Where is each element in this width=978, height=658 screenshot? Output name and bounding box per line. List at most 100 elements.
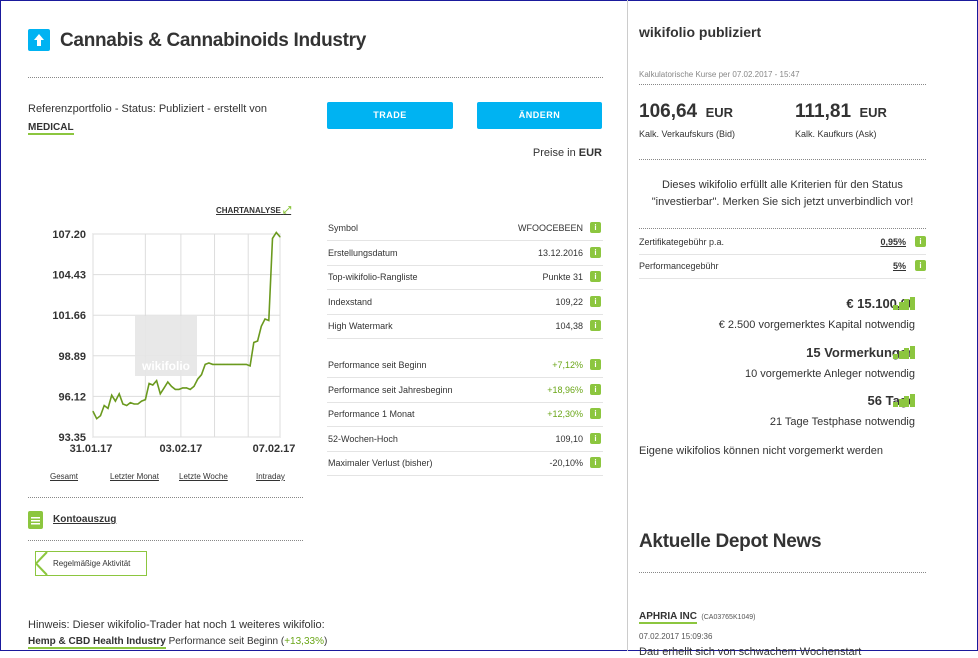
info-icon[interactable]: i <box>915 260 926 271</box>
watermark-logo <box>135 316 197 376</box>
info-icon[interactable]: i <box>590 271 601 282</box>
table-row: Top-wikifolio-Rangliste Punkte 31 i <box>327 265 603 290</box>
trade-button[interactable]: TRADE <box>327 102 453 129</box>
investable-text: Dieses wikifolio erfüllt alle Kriterien … <box>651 179 914 208</box>
row-label: Erstellungsdatum <box>328 247 398 258</box>
fee-row: Zertifikategebühr p.a. 0,95% i <box>639 230 926 255</box>
status-title: wikifolio publiziert <box>639 24 762 40</box>
data-point <box>111 394 113 396</box>
y-tick-label: 93.35 <box>58 432 86 444</box>
data-point <box>92 410 94 412</box>
data-point <box>212 363 214 366</box>
wikifolio-up-icon <box>28 29 50 51</box>
ask-value: 111,81 <box>795 101 852 122</box>
info-icon[interactable]: i <box>590 320 601 331</box>
chartanalyse-link[interactable]: CHARTANALYSE ⤢ <box>216 205 291 216</box>
data-point <box>204 363 206 366</box>
news-company[interactable]: APHRIA INC <box>639 611 697 624</box>
row-value: Punkte 31 <box>542 272 583 282</box>
range-week[interactable]: Letzte Woche <box>179 472 228 481</box>
info-icon[interactable]: i <box>590 408 601 419</box>
data-point <box>238 363 240 366</box>
data-point <box>174 388 176 390</box>
data-point <box>271 237 274 239</box>
page-title: Cannabis & Cannabinoids Industry <box>60 30 367 51</box>
table-row: High Watermark 104,38 i <box>327 314 603 339</box>
data-point <box>197 378 199 380</box>
fee-label: Performancegebühr <box>639 261 719 271</box>
range-intraday[interactable]: Intraday <box>256 472 285 481</box>
data-point <box>141 400 143 402</box>
statement-link[interactable]: Kontoauszug <box>53 514 117 525</box>
row-label: High Watermark <box>328 321 393 331</box>
x-tick-label: 31.01.17 <box>70 443 113 455</box>
data-point <box>249 365 251 367</box>
row-label: Maximaler Verlust (bisher) <box>328 458 433 468</box>
info-icon[interactable]: i <box>590 383 601 395</box>
fee-value[interactable]: 5% <box>892 261 906 271</box>
range-gesamt[interactable]: Gesamt <box>50 472 79 481</box>
ask-currency: EUR <box>859 105 887 120</box>
author-link[interactable]: MEDICAL <box>28 122 74 135</box>
other-wikifolio: Hemp & CBD Health Industry Performance s… <box>28 636 327 649</box>
status-text: Referenzportfolio - Status: Publiziert -… <box>28 103 268 115</box>
other-wikifolio-link[interactable]: Hemp & CBD Health Industry <box>28 636 166 649</box>
row-value: +12,30% <box>547 409 583 419</box>
data-point <box>107 407 109 410</box>
quote-time: Kalkulatorische Kurse per 07.02.2017 - 1… <box>639 70 800 79</box>
info-icon[interactable]: i <box>590 457 601 468</box>
data-point <box>279 236 281 238</box>
row-value: -20,10% <box>549 458 583 468</box>
data-point <box>227 363 229 366</box>
row-value: 109,22 <box>555 296 583 307</box>
data-point <box>170 385 173 388</box>
news-time: 07.02.2017 15:09:36 <box>639 632 713 641</box>
expand-icon: ⤢ <box>283 205 292 216</box>
data-point <box>234 363 236 366</box>
data-point <box>215 363 218 366</box>
change-button[interactable]: ÄNDERN <box>477 102 602 129</box>
data-point <box>264 318 266 320</box>
activity-label: Regelmäßige Aktivität <box>53 559 131 568</box>
info-icon[interactable]: i <box>915 236 926 247</box>
condition-note: 21 Tage Testphase notwendig <box>769 416 915 428</box>
table-row: Performance seit Jahresbeginn +18,96% i <box>327 378 603 403</box>
data-point <box>230 363 232 366</box>
data-point <box>189 388 191 390</box>
divider <box>28 497 303 498</box>
data-point <box>103 404 105 407</box>
divider <box>639 572 926 573</box>
ask-label: Kalk. Kaufkurs (Ask) <box>795 129 877 139</box>
info-icon[interactable]: i <box>590 295 601 307</box>
info-icon[interactable]: i <box>590 246 601 258</box>
y-tick-label: 96.12 <box>58 391 86 403</box>
table-row: Erstellungsdatum 13.12.2016 i <box>327 241 603 266</box>
row-value: +18,96% <box>547 384 583 395</box>
document-icon <box>28 511 43 529</box>
activity-badge[interactable]: Regelmäßige Aktivität <box>35 551 147 576</box>
y-tick-label: 98.89 <box>58 351 86 363</box>
fee-value[interactable]: 0,95% <box>880 237 906 247</box>
table-row: Performance seit Beginn +7,12% i <box>327 353 603 378</box>
divider <box>28 77 603 78</box>
info-icon[interactable]: i <box>590 222 601 233</box>
range-month[interactable]: Letzter Monat <box>110 472 159 481</box>
table-row: Performance 1 Monat +12,30% i <box>327 402 603 427</box>
data-point <box>182 387 184 389</box>
news-title: Aktuelle Depot News <box>639 531 822 552</box>
info-icon[interactable]: i <box>590 359 601 370</box>
row-label: Indexstand <box>328 296 373 307</box>
news-isin: (CA03765K1049) <box>701 614 756 621</box>
data-point <box>99 415 102 417</box>
news-snippet: Dau erhellt sich von schwachem Wochensta… <box>639 646 862 658</box>
news-item[interactable]: APHRIA INC (CA03765K1049) 07.02.2017 15:… <box>639 606 926 658</box>
info-icon[interactable]: i <box>590 432 601 444</box>
other-perf-value: +13,33% <box>284 636 324 647</box>
condition-note: € 2.500 vorgemerktes Kapital notwendig <box>718 319 915 331</box>
currency-value: EUR <box>578 147 602 159</box>
data-point <box>219 363 221 366</box>
data-point <box>242 363 244 366</box>
data-point <box>245 363 247 366</box>
table-row: Maximaler Verlust (bisher) -20,10% i <box>327 451 603 476</box>
data-point <box>118 393 120 395</box>
